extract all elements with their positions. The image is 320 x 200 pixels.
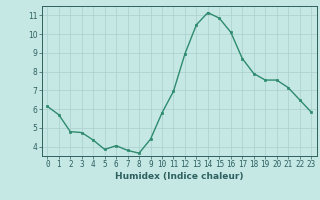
X-axis label: Humidex (Indice chaleur): Humidex (Indice chaleur)	[115, 172, 244, 181]
